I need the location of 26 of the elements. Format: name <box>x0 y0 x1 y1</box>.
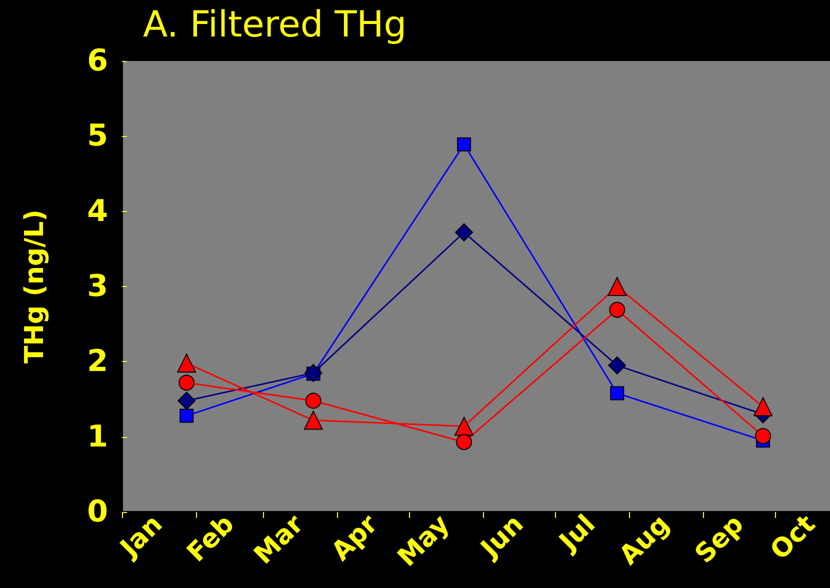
point <box>609 302 626 318</box>
point <box>305 392 322 409</box>
point <box>457 137 472 152</box>
point <box>608 356 626 374</box>
point <box>755 428 772 444</box>
y-tick-label: 0 <box>87 494 108 530</box>
y-tick-label: 2 <box>87 344 108 380</box>
x-tick-label: Oct <box>764 509 822 566</box>
y-tick-label: 3 <box>87 269 108 304</box>
point <box>754 397 773 416</box>
point <box>610 386 624 400</box>
y-tick-label: 6 <box>87 44 108 78</box>
y-tick-label: 5 <box>87 118 108 154</box>
point <box>608 277 627 296</box>
x-tick-label: Jul <box>552 509 602 558</box>
y-tick-label: 1 <box>87 419 108 454</box>
y-tick-label: 4 <box>87 194 108 229</box>
point <box>456 434 472 450</box>
point <box>455 223 474 242</box>
point <box>454 416 474 436</box>
y-axis-title: THg (ng/L) <box>20 209 50 364</box>
point <box>304 410 323 430</box>
x-tick-label: Feb <box>182 509 240 568</box>
point <box>304 364 322 382</box>
chart-title: A. Filtered THg <box>143 4 407 46</box>
x-tick-label: Sep <box>690 509 750 570</box>
